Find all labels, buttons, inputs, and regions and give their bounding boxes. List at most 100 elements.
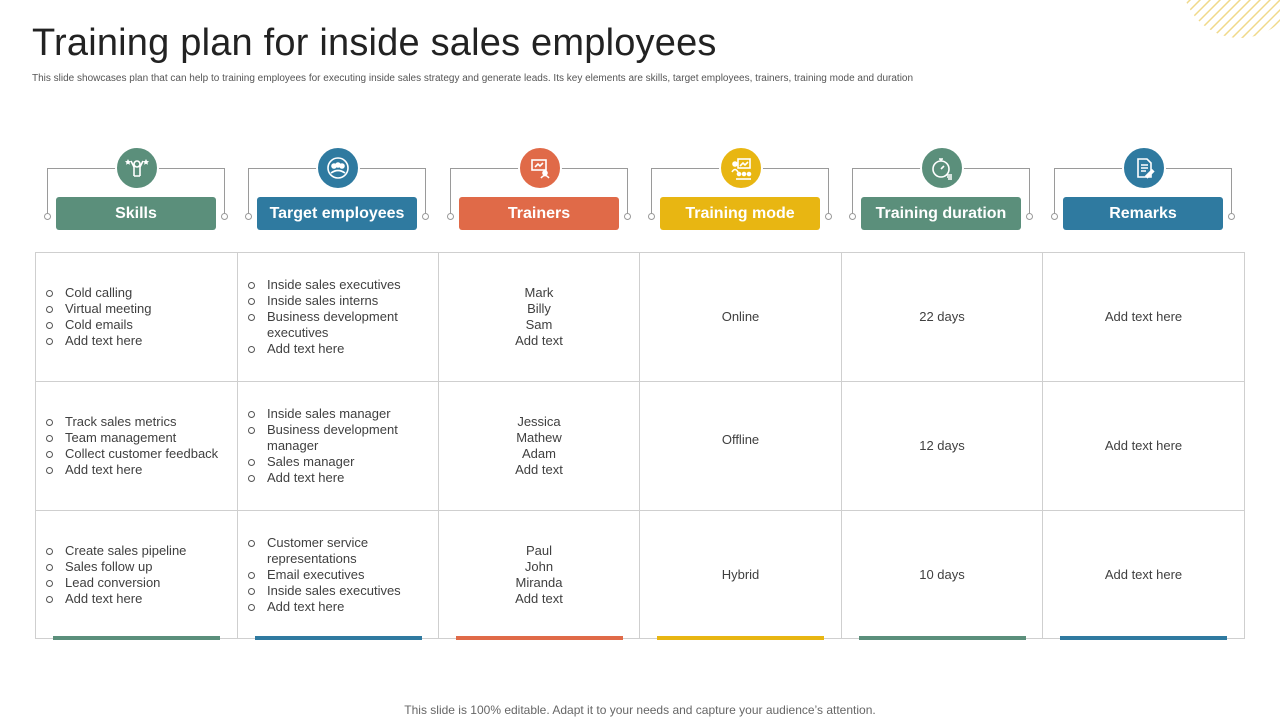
slide-footer: This slide is 100% editable. Adapt it to…	[404, 703, 876, 717]
column-label: Skills	[56, 197, 216, 230]
cell-remarks-row-3: Add text here	[1104, 566, 1183, 582]
trainer-name: Add text	[515, 590, 563, 606]
accent-bar-target-employees	[255, 636, 422, 640]
frame-dot	[44, 213, 51, 220]
list-item: Add text here	[46, 462, 218, 478]
slide-title: Training plan for inside sales employees	[32, 22, 717, 64]
list-item: Cold calling	[46, 285, 151, 301]
frame-dot	[648, 213, 655, 220]
column-header-target-employees: Target employees	[245, 146, 429, 236]
list-item: Business development manager	[248, 422, 428, 454]
cell-mode-row-1: Online	[640, 253, 842, 382]
list-item: Add text here	[46, 591, 186, 607]
frame-dot	[1228, 213, 1235, 220]
trainer-name: Miranda	[515, 574, 563, 590]
frame-dot	[422, 213, 429, 220]
stopwatch-icon	[920, 146, 964, 190]
cell-trainers-row-2: Jessica Mathew Adam Add text	[439, 382, 640, 511]
list-item: Sales follow up	[46, 559, 186, 575]
accent-bar-trainers	[456, 636, 623, 640]
skills-list: Track sales metrics Team management Coll…	[36, 414, 218, 478]
trainer-name: Sam	[525, 317, 553, 332]
list-item: Email executives	[248, 567, 428, 583]
cell-target-row-3: Customer service representations Email e…	[238, 511, 439, 638]
team-target-icon	[316, 146, 360, 190]
list-item: Add text here	[248, 341, 428, 357]
list-item: Add text here	[46, 333, 151, 349]
frame-dot	[1026, 213, 1033, 220]
cell-target-row-1: Inside sales executives Inside sales int…	[238, 253, 439, 382]
trainer-name: Billy	[527, 301, 551, 316]
presenter-board-icon	[518, 146, 562, 190]
list-item: Inside sales interns	[248, 293, 428, 309]
list-item: Customer service representations	[248, 535, 428, 567]
skills-list: Cold calling Virtual meeting Cold emails…	[36, 285, 151, 349]
trainer-name: Add text	[515, 333, 563, 348]
list-item: Virtual meeting	[46, 301, 151, 317]
list-item: Add text here	[248, 470, 428, 486]
column-header-remarks: Remarks	[1051, 146, 1235, 236]
list-item: Lead conversion	[46, 575, 186, 591]
list-item: Inside sales manager	[248, 406, 428, 422]
list-item: Sales manager	[248, 454, 428, 470]
cell-skills-row-2: Track sales metrics Team management Coll…	[36, 382, 238, 511]
trainer-name: Paul	[525, 542, 552, 558]
training-plan-table: Cold calling Virtual meeting Cold emails…	[35, 252, 1245, 639]
cell-skills-row-3: Create sales pipeline Sales follow up Le…	[36, 511, 238, 638]
list-item: Create sales pipeline	[46, 543, 186, 559]
frame-dot	[825, 213, 832, 220]
trainer-name: Add text	[515, 462, 563, 477]
accent-bar-training-duration	[859, 636, 1026, 640]
frame-dot	[849, 213, 856, 220]
cell-duration-row-3: 10 days	[842, 511, 1043, 638]
list-item: Cold emails	[46, 317, 151, 333]
cell-duration-row-2: 12 days	[842, 382, 1043, 511]
cell-remarks-row-2: Add text here	[1043, 382, 1244, 511]
column-label: Training duration	[861, 197, 1021, 230]
cell-duration-row-1: 22 days	[842, 253, 1043, 382]
list-item: Team management	[46, 430, 218, 446]
list-item: Inside sales executives	[248, 583, 428, 599]
column-label: Remarks	[1063, 197, 1223, 230]
trainer-name: John	[524, 558, 554, 574]
cell-trainers-row-1: Mark Billy Sam Add text	[439, 253, 640, 382]
cell-mode-row-2: Offline	[640, 382, 842, 511]
target-list: Inside sales executives Inside sales int…	[238, 277, 428, 357]
column-label: Trainers	[459, 197, 619, 230]
cell-remarks-row-1: Add text here	[1043, 253, 1244, 382]
column-header-training-duration: Training duration	[849, 146, 1033, 236]
skills-list: Create sales pipeline Sales follow up Le…	[36, 543, 186, 607]
trainer-name: Adam	[522, 446, 556, 461]
list-item: Inside sales executives	[248, 277, 428, 293]
column-header-trainers: Trainers	[447, 146, 631, 236]
person-star-icon	[115, 146, 159, 190]
frame-dot	[1051, 213, 1058, 220]
list-item: Add text here	[248, 599, 428, 615]
trainer-name: Jessica	[517, 414, 561, 429]
slide-subtitle: This slide showcases plan that can help …	[32, 73, 914, 84]
column-label: Training mode	[660, 197, 820, 230]
column-header-skills: Skills	[44, 146, 228, 236]
accent-bar-training-mode	[657, 636, 824, 640]
frame-dot	[624, 213, 631, 220]
accent-bar-skills	[53, 636, 220, 640]
column-header-training-mode: Training mode	[648, 146, 832, 236]
trainer-name: Mark	[524, 285, 554, 300]
trainer-name: Mathew	[516, 430, 562, 445]
corner-decoration	[1182, 0, 1280, 38]
target-list: Inside sales manager Business developmen…	[238, 406, 428, 486]
cell-mode-row-3: Hybrid	[640, 511, 842, 638]
document-pen-icon	[1122, 146, 1166, 190]
cell-target-row-2: Inside sales manager Business developmen…	[238, 382, 439, 511]
column-label: Target employees	[257, 197, 417, 230]
list-item: Collect customer feedback	[46, 446, 218, 462]
frame-dot	[447, 213, 454, 220]
list-item: Business development executives	[248, 309, 428, 341]
cell-trainers-row-3: Paul John Miranda Add text	[439, 511, 640, 638]
cell-skills-row-1: Cold calling Virtual meeting Cold emails…	[36, 253, 238, 382]
frame-dot	[245, 213, 252, 220]
list-item: Track sales metrics	[46, 414, 218, 430]
frame-dot	[221, 213, 228, 220]
accent-bar-remarks	[1060, 636, 1227, 640]
target-list: Customer service representations Email e…	[238, 535, 428, 615]
